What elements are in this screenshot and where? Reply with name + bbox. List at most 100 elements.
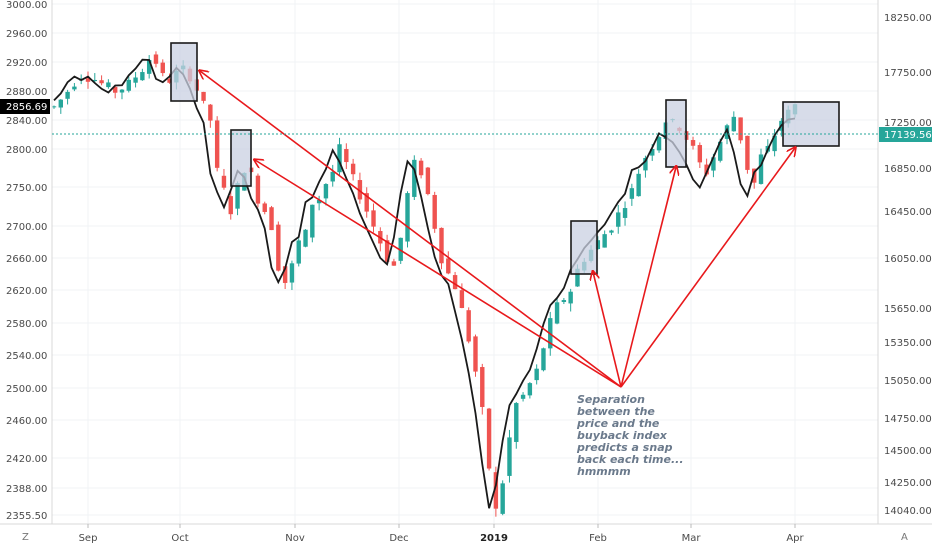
annotation-arrows (200, 71, 795, 388)
candle-body (398, 237, 403, 261)
corner-right-label[interactable]: A (901, 532, 908, 543)
left-tick-label: 2920.00 (6, 58, 47, 69)
candle (303, 229, 308, 248)
candle (262, 201, 267, 215)
candle-body (85, 78, 91, 82)
x-tick-label: 2019 (480, 533, 508, 544)
candle-body (289, 263, 295, 283)
candle-body (520, 394, 526, 399)
candle (371, 203, 376, 233)
candle-body (153, 54, 159, 64)
x-tick-label: Oct (171, 533, 188, 544)
candle (731, 111, 737, 132)
candle-body (500, 483, 505, 514)
candle-body (507, 437, 512, 476)
current-price-badge: 2856.69 (0, 99, 50, 114)
candle-body (745, 135, 750, 170)
candle-body (51, 106, 57, 108)
left-tick-label: 2460.00 (6, 416, 47, 427)
left-tick-label: 2960.00 (6, 29, 47, 40)
candle-body (357, 180, 363, 200)
candle (738, 117, 743, 144)
x-tick-label: Mar (682, 533, 702, 544)
arrow (255, 160, 622, 388)
candle-body (58, 99, 63, 108)
candle (214, 116, 220, 172)
highlight-box (230, 129, 252, 187)
candle-body (718, 141, 723, 161)
candle-body (255, 175, 261, 204)
candle-body (711, 157, 716, 171)
candle (133, 71, 138, 88)
candle-body (228, 196, 233, 215)
candle-body (738, 117, 743, 141)
annotation-line: buyback index (577, 429, 668, 442)
right-tick-label: 15650.00 (884, 304, 932, 315)
annotation-line: Separation (577, 393, 645, 406)
arrow (200, 71, 622, 388)
candle (357, 172, 363, 204)
annotation-line: hmmmm (577, 465, 631, 478)
candle-body (690, 140, 696, 146)
candle-body (697, 145, 703, 163)
candle-body (133, 77, 138, 83)
candle-body (432, 194, 437, 229)
right-axis-ticks: 18250.00 17750.00 17250.00 16850.00 16450.00… (884, 13, 932, 517)
candle-body (344, 149, 349, 163)
candle (568, 288, 573, 312)
right-tick-label: 14750.00 (884, 414, 932, 425)
candle-body (208, 104, 213, 121)
candle-body (425, 167, 431, 195)
candle (595, 236, 601, 250)
candle (446, 251, 451, 275)
candle (160, 59, 165, 77)
candle (296, 238, 301, 267)
candle-body (146, 59, 152, 74)
candle-body (296, 240, 301, 264)
candle-body (772, 135, 777, 152)
candle (72, 82, 77, 92)
candle (425, 166, 431, 196)
candle-body (704, 164, 709, 175)
candle-body (752, 168, 757, 183)
right-tick-label: 17250.00 (884, 118, 932, 129)
candle-body (602, 234, 607, 248)
highlight-box (570, 220, 598, 275)
candle-body (99, 80, 104, 84)
candle (153, 51, 159, 68)
candle (384, 234, 390, 264)
candle (126, 76, 131, 93)
highlight-box (170, 42, 198, 102)
candle (466, 307, 471, 344)
candle-body (731, 116, 737, 132)
candle-body (636, 173, 641, 197)
candle (269, 205, 274, 231)
candle-body (616, 212, 621, 227)
candle-body (65, 91, 70, 99)
candle (493, 466, 499, 517)
candle (602, 230, 607, 248)
candle (486, 407, 492, 471)
candle-body (541, 348, 546, 371)
candle (405, 191, 410, 248)
right-tick-label: 16850.00 (884, 164, 932, 175)
candle (520, 392, 526, 402)
corner-left-label[interactable]: Z (22, 532, 29, 543)
candle-body (561, 300, 567, 303)
candle (690, 136, 696, 150)
candle-body (439, 227, 444, 264)
candle (758, 148, 764, 185)
candle-body (92, 79, 97, 82)
candle-body (534, 368, 539, 381)
candle-body (119, 89, 125, 93)
candle (99, 75, 104, 86)
candle (541, 347, 546, 372)
candle (412, 155, 417, 201)
candle-body (643, 157, 648, 171)
candle (51, 105, 57, 109)
candle-body (126, 79, 131, 91)
left-tick-label: 2840.00 (6, 116, 47, 127)
candle (140, 68, 145, 81)
candle-body (72, 86, 77, 90)
candle (85, 71, 91, 89)
